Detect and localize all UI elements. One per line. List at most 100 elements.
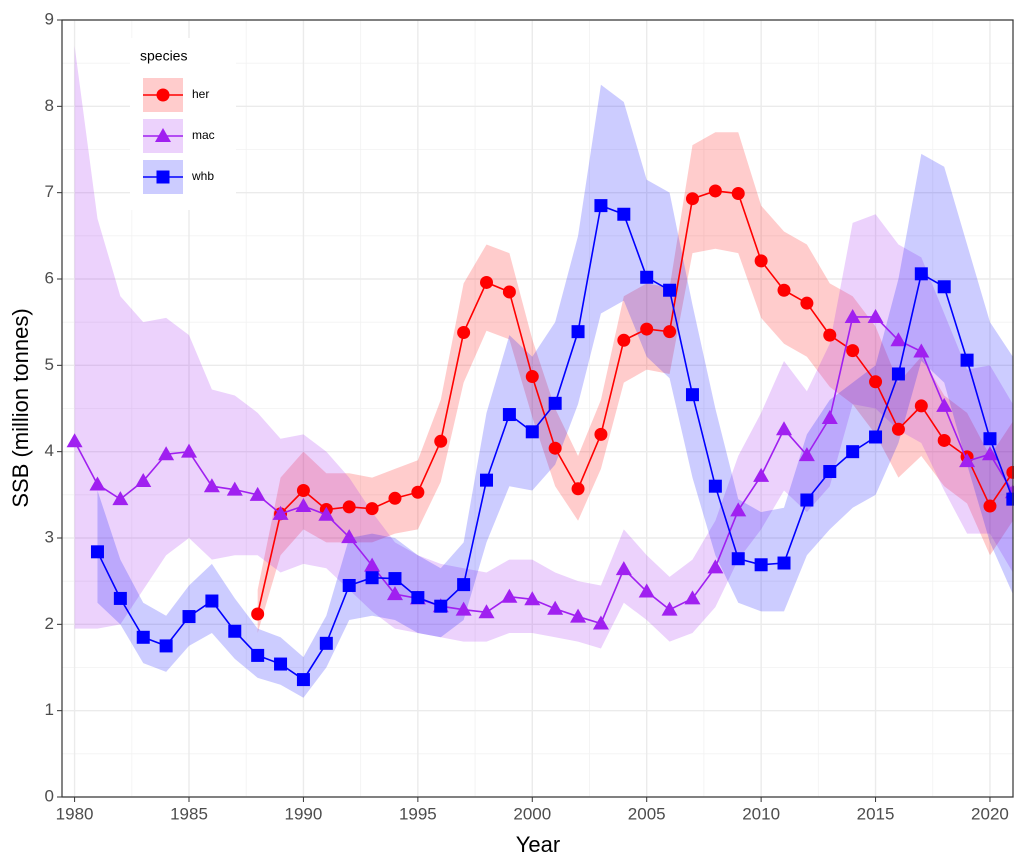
point <box>548 396 562 410</box>
point <box>156 88 170 102</box>
point <box>525 425 539 439</box>
y-tick-label: 0 <box>45 786 54 805</box>
point <box>937 433 951 447</box>
point <box>800 493 814 507</box>
x-tick-label: 2010 <box>742 804 780 823</box>
point <box>960 353 974 367</box>
y-tick-label: 1 <box>45 700 54 719</box>
point <box>341 529 358 544</box>
point <box>617 207 631 221</box>
point <box>434 599 448 613</box>
y-tick-label: 7 <box>45 182 54 201</box>
point <box>776 421 793 436</box>
point <box>365 571 379 585</box>
point <box>525 370 539 384</box>
point <box>501 588 518 603</box>
point <box>251 648 265 662</box>
point <box>708 184 722 198</box>
point <box>365 502 379 516</box>
point <box>731 552 745 566</box>
point <box>823 328 837 342</box>
point <box>617 333 631 347</box>
point <box>638 583 655 598</box>
point <box>983 499 997 513</box>
point <box>386 586 403 601</box>
point <box>296 673 310 687</box>
point <box>158 446 175 461</box>
legend-label: whb <box>191 169 214 183</box>
point <box>159 639 173 653</box>
point <box>571 325 585 339</box>
point <box>754 558 768 572</box>
plot-area <box>66 45 1014 698</box>
point <box>89 476 106 491</box>
point <box>502 408 516 422</box>
point <box>455 601 472 616</box>
point <box>295 498 312 513</box>
y-tick-label: 8 <box>45 96 54 115</box>
point <box>754 254 768 268</box>
point <box>249 486 266 501</box>
point <box>981 446 998 461</box>
point <box>640 270 654 284</box>
legend-background <box>130 38 236 210</box>
point <box>113 591 127 605</box>
x-tick-label: 2015 <box>857 804 895 823</box>
point <box>1006 492 1014 506</box>
point <box>135 473 152 488</box>
x-tick-label: 2005 <box>628 804 666 823</box>
point <box>594 427 608 441</box>
x-tick-label: 2000 <box>513 804 551 823</box>
point <box>821 409 838 424</box>
point <box>753 467 770 482</box>
point <box>1006 465 1014 479</box>
y-tick-label: 6 <box>45 268 54 287</box>
point <box>684 590 701 605</box>
y-tick-label: 9 <box>45 9 54 28</box>
point <box>846 344 860 358</box>
axes: 0 1 2 3 4 5 6 7 8 9 1980 1985 1990 1995 2000 2005 2010 20… <box>45 9 1009 823</box>
y-tick-label: 5 <box>45 355 54 374</box>
point <box>707 559 724 574</box>
legend: species her mac whb <box>130 38 236 210</box>
point <box>777 556 791 570</box>
point <box>457 326 471 340</box>
y-tick-label: 3 <box>45 527 54 546</box>
point <box>112 491 129 506</box>
point <box>914 267 928 281</box>
point <box>891 367 905 381</box>
point <box>891 422 905 436</box>
point <box>869 430 883 444</box>
point <box>411 485 425 499</box>
x-tick-label: 2020 <box>971 804 1009 823</box>
point <box>594 199 608 213</box>
point <box>90 545 104 559</box>
point <box>869 375 883 389</box>
point <box>823 465 837 479</box>
point <box>914 399 928 413</box>
point <box>570 608 587 623</box>
point <box>548 441 562 455</box>
point <box>205 594 219 608</box>
point <box>844 308 861 323</box>
y-tick-label: 2 <box>45 614 54 633</box>
point <box>708 479 722 493</box>
point <box>226 481 243 496</box>
point <box>66 433 83 448</box>
point <box>959 453 976 468</box>
point <box>846 445 860 459</box>
point <box>228 624 242 638</box>
point <box>411 591 425 605</box>
point <box>296 484 310 498</box>
point <box>983 432 997 446</box>
point <box>342 578 356 592</box>
point <box>480 473 494 487</box>
point <box>777 283 791 297</box>
ribbon <box>257 132 1013 633</box>
y-tick-label: 4 <box>45 441 54 460</box>
point <box>571 482 585 496</box>
x-tick-label: 1995 <box>399 804 437 823</box>
ribbon <box>97 84 1013 698</box>
x-tick-label: 1990 <box>285 804 323 823</box>
